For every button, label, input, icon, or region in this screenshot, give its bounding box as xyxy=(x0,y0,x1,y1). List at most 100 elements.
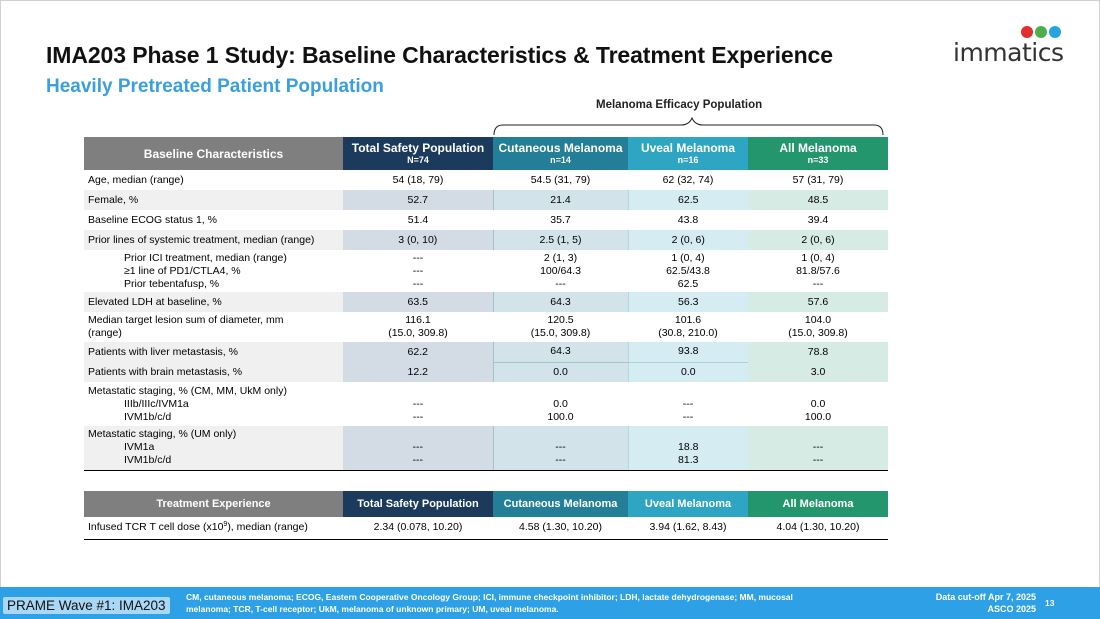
table-header-row: Treatment Experience Total Safety Popula… xyxy=(84,491,888,517)
cell-value: 62.2 xyxy=(343,342,493,362)
header-cutaneous-melanoma: Cutaneous Melanoma n=14 xyxy=(493,137,628,170)
cell-value: 57 (31, 79) xyxy=(748,170,888,190)
sublabel: IIIb/IIIc/IVM1a xyxy=(124,397,189,410)
sublabel: IVM1b/c/d xyxy=(124,454,172,467)
header-all-melanoma: All Melanoma xyxy=(748,491,888,517)
cell-value: 2.34 (0.078, 10.20) xyxy=(343,517,493,540)
cell-value: 12.2 xyxy=(343,362,493,382)
row-label: Prior lines of systemic treatment, media… xyxy=(84,230,343,250)
table-row: Patients with brain metastasis, % 12.2 0… xyxy=(84,362,888,382)
cell-value: 54.5 (31, 79) xyxy=(493,170,628,190)
cell-value: 4.58 (1.30, 10.20) xyxy=(493,517,628,540)
header-cutaneous-melanoma: Cutaneous Melanoma xyxy=(493,491,628,517)
page-number: 13 xyxy=(1045,598,1055,608)
sublabel: IVM1b/c/d xyxy=(124,410,172,423)
cell-value: 2 (0, 6) xyxy=(748,230,888,250)
cell-value: 51.4 xyxy=(343,210,493,230)
logo-dots xyxy=(1021,26,1061,38)
cell-value: 63.5 xyxy=(343,292,493,312)
green-network-icon xyxy=(1035,26,1047,38)
cell-value: --- --- xyxy=(343,426,493,471)
cell-value: 2.5 (1, 5) xyxy=(492,230,628,250)
slide-title: IMA203 Phase 1 Study: Baseline Character… xyxy=(46,42,833,68)
cell-value: 4.04 (1.30, 10.20) xyxy=(748,517,888,540)
baseline-characteristics-table: Baseline Characteristics Total Safety Po… xyxy=(84,137,888,471)
red-molecule-icon xyxy=(1021,26,1033,38)
melanoma-efficacy-label: Melanoma Efficacy Population xyxy=(596,99,763,111)
cell-value: 120.5 (15.0, 309.8) xyxy=(493,312,628,342)
row-label: Metastatic staging, % (UM only) IVM1a IV… xyxy=(84,426,343,471)
cell-value: 56.3 xyxy=(627,292,748,312)
cell-value: 0.0 100.0 xyxy=(748,382,888,426)
table-row: Age, median (range) 54 (18, 79) 54.5 (31… xyxy=(84,170,888,190)
sublabel: Prior tebentafusp, % xyxy=(124,277,220,290)
cell-value: 64.3 xyxy=(492,342,628,363)
program-tag: PRAME Wave #1: IMA203 xyxy=(3,597,170,614)
cell-value: 78.8 xyxy=(748,342,888,362)
sublabel: IVM1a xyxy=(124,441,155,454)
cell-value: 52.7 xyxy=(343,190,493,210)
cell-value: 54 (18, 79) xyxy=(343,170,493,190)
cell-value: 116.1 (15.0, 309.8) xyxy=(343,312,493,342)
footer-bar: PRAME Wave #1: IMA203 CM, cutaneous mela… xyxy=(0,587,1100,619)
cell-value: --- --- xyxy=(492,426,628,471)
cell-value: --- --- --- xyxy=(343,250,493,292)
treatment-experience-table: Treatment Experience Total Safety Popula… xyxy=(84,491,888,540)
cell-value: 21.4 xyxy=(492,190,628,210)
cell-value: 39.4 xyxy=(748,210,888,230)
row-sublabels: Prior ICI treatment, median (range) ≥1 l… xyxy=(84,250,343,292)
cell-value: 93.8 xyxy=(627,342,748,363)
header-treatment-experience: Treatment Experience xyxy=(84,491,343,517)
cell-value: 0.0 xyxy=(627,362,748,382)
data-cutoff-info: Data cut-off Apr 7, 2025 ASCO 2025 xyxy=(936,591,1036,615)
cell-value: --- --- xyxy=(628,382,748,426)
cell-value: 101.6 (30.8, 210.0) xyxy=(628,312,748,342)
table-row-staging-cm: Metastatic staging, % (CM, MM, UkM only)… xyxy=(84,382,888,426)
cell-value: 48.5 xyxy=(748,190,888,210)
cell-value: 1 (0, 4) 62.5/43.8 62.5 xyxy=(628,250,748,292)
header-all-melanoma: All Melanoma n=33 xyxy=(748,137,888,170)
abbreviations-note: CM, cutaneous melanoma; ECOG, Eastern Co… xyxy=(186,592,793,614)
cell-value: --- --- xyxy=(748,426,888,471)
curly-brace xyxy=(493,116,884,136)
row-label: Female, % xyxy=(84,190,343,210)
blue-dot-icon xyxy=(1049,26,1061,38)
row-label: Age, median (range) xyxy=(84,170,343,190)
row-label: Metastatic staging, % (CM, MM, UkM only)… xyxy=(84,382,343,426)
table-header-row: Baseline Characteristics Total Safety Po… xyxy=(84,137,888,170)
table-row-lesion-diameter: Median target lesion sum of diameter, mm… xyxy=(84,312,888,342)
cell-value: 3.0 xyxy=(748,362,888,382)
row-label: Patients with liver metastasis, % xyxy=(84,342,343,362)
data-cutoff: Data cut-off Apr 7, 2025 xyxy=(935,592,1036,602)
cell-value: 3 (0, 10) xyxy=(343,230,493,250)
row-label: Elevated LDH at baseline, % xyxy=(84,292,343,312)
cell-value: 64.3 xyxy=(492,292,628,312)
cell-value: 104.0 (15.0, 309.8) xyxy=(748,312,888,342)
table-row: Elevated LDH at baseline, % 63.5 64.3 56… xyxy=(84,292,888,312)
row-label: Baseline ECOG status 1, % xyxy=(84,210,343,230)
sublabel: Prior ICI treatment, median (range) xyxy=(124,251,287,264)
table-row: Patients with liver metastasis, % 62.2 6… xyxy=(84,342,888,363)
table-row-prior-treatments: Prior ICI treatment, median (range) ≥1 l… xyxy=(84,250,888,292)
table-row: Female, % 52.7 21.4 62.5 48.5 xyxy=(84,190,888,210)
cell-value: 0.0 100.0 xyxy=(493,382,628,426)
row-label: Median target lesion sum of diameter, mm… xyxy=(84,312,343,342)
cell-value: 1 (0, 4) 81.8/57.6 --- xyxy=(748,250,888,292)
table-row-infused-dose: Infused TCR T cell dose (x109), median (… xyxy=(84,517,888,540)
cell-value: 0.0 xyxy=(492,362,628,382)
cell-value: 2 (0, 6) xyxy=(627,230,748,250)
cell-value: 62.5 xyxy=(627,190,748,210)
sublabel: ≥1 line of PD1/CTLA4, % xyxy=(124,264,241,277)
logo-text: immatics xyxy=(953,38,1064,67)
header-total-safety-population: Total Safety Population N=74 xyxy=(343,137,493,170)
header-uveal-melanoma: Uveal Melanoma n=16 xyxy=(628,137,748,170)
cell-value: 18.8 81.3 xyxy=(627,426,748,471)
header-total-safety-population: Total Safety Population xyxy=(343,491,493,517)
header-baseline-characteristics: Baseline Characteristics xyxy=(84,137,343,170)
conference: ASCO 2025 xyxy=(987,604,1036,614)
table-row-staging-um: Metastatic staging, % (UM only) IVM1a IV… xyxy=(84,426,888,471)
header-uveal-melanoma: Uveal Melanoma xyxy=(628,491,748,517)
table-row: Prior lines of systemic treatment, media… xyxy=(84,230,888,250)
cell-value: 62 (32, 74) xyxy=(628,170,748,190)
table-row: Baseline ECOG status 1, % 51.4 35.7 43.8… xyxy=(84,210,888,230)
